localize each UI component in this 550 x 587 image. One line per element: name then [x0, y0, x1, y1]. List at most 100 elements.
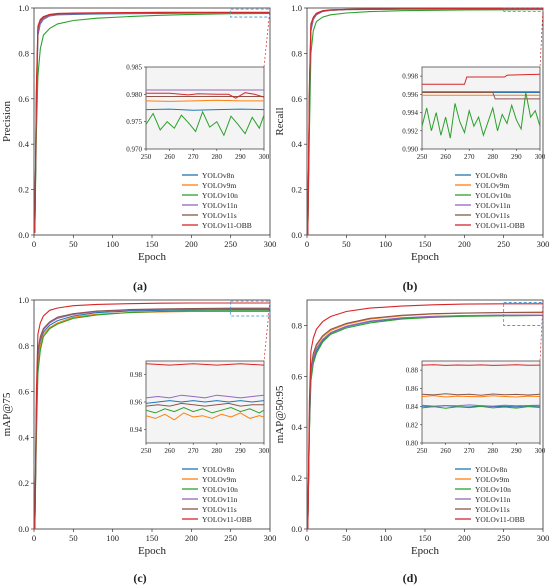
- legend-label-YOLOv11n: YOLOv11n: [475, 201, 511, 210]
- inset-x-tick-label: 260: [164, 447, 175, 455]
- inset-series-line-YOLOv11s: [422, 393, 540, 396]
- legend-label-YOLOv10n: YOLOv10n: [475, 191, 511, 200]
- inset-x-tick-label: 300: [259, 447, 270, 455]
- legend: YOLOv8nYOLOv9mYOLOv10nYOLOv11nYOLOv11sYO…: [455, 171, 525, 230]
- panel-label: (b): [403, 279, 418, 293]
- y-tick-label: 0.4: [291, 422, 302, 432]
- inset-x-tick-label: 270: [464, 153, 475, 161]
- legend-label-YOLOv9m: YOLOv9m: [475, 475, 509, 484]
- inset-x-tick-label: 260: [164, 153, 175, 161]
- inset-x-tick-label: 260: [440, 447, 451, 455]
- y-tick-label: 0.4: [291, 139, 302, 149]
- legend-label-YOLOv9m: YOLOv9m: [475, 181, 509, 190]
- inset-x-tick-label: 250: [417, 153, 428, 161]
- x-tick-label: 100: [379, 239, 392, 249]
- inset: 250 260 270 280 290 300 0.80 0.82 0.84 0.86 0.88: [406, 360, 546, 455]
- x-tick-label: 150: [146, 239, 159, 249]
- y-tick-label: 0.6: [291, 94, 302, 104]
- inset-x-tick-label: 290: [511, 153, 522, 161]
- y-tick-label: 0.2: [18, 478, 29, 488]
- inset-series-line-YOLOv10n: [146, 406, 264, 414]
- inset-y-tick-label: 0.96: [130, 399, 143, 407]
- inset-x-tick-label: 250: [141, 153, 152, 161]
- series-line-YOLOv10n: [307, 9, 543, 235]
- inset-series-line-YOLOv11-OBB: [146, 92, 264, 99]
- series-group: [34, 302, 270, 529]
- inset-y-tick-label: 0.992: [402, 127, 418, 135]
- x-tick-label: 250: [224, 533, 237, 543]
- series-line-YOLOv10n: [34, 12, 270, 233]
- panel-label: (d): [403, 571, 418, 585]
- inset-y-tick-label: 0.980: [126, 91, 142, 99]
- legend-label-YOLOv9m: YOLOv9m: [202, 475, 236, 484]
- inset-series-group: [422, 73, 540, 139]
- x-tick-label: 150: [419, 239, 432, 249]
- y-tick-label: 0.0: [18, 230, 29, 240]
- y-tick-label: 0.2: [291, 185, 302, 195]
- legend-label-YOLOv11s: YOLOv11s: [202, 505, 237, 514]
- inset-x-tick-label: 290: [511, 447, 522, 455]
- inset-series-line-YOLOv11-OBB: [146, 363, 264, 366]
- y-tick-label: 0.8: [18, 48, 29, 58]
- x-tick-label: 300: [264, 239, 277, 249]
- series-line-YOLOv11s: [307, 311, 543, 529]
- y-tick-label: 0.8: [291, 320, 302, 330]
- series-group: [307, 8, 543, 235]
- inset-x-tick-label: 270: [464, 447, 475, 455]
- series-group: [34, 11, 270, 233]
- panel-4: 0 50 100 150 200 250 300 0.0 0.2 0.4 0.6 0.8 Epoch mA…: [274, 299, 550, 585]
- inset-y-tick-label: 0.970: [126, 146, 142, 154]
- x-tick-label: 150: [419, 533, 432, 543]
- x-tick-label: 300: [264, 533, 277, 543]
- inset-y-tick-label: 0.82: [406, 421, 419, 429]
- y-tick-label: 1.0: [18, 295, 29, 305]
- panel-1: 0 50 100 150 200 250 300 0.0 0.2 0.4 0.6 0.8 1.0 Epoc…: [1, 3, 276, 293]
- x-tick-label: 300: [537, 239, 550, 249]
- inset-x-tick-label: 300: [259, 153, 270, 161]
- x-tick-label: 300: [537, 533, 550, 543]
- legend-label-YOLOv11n: YOLOv11n: [475, 495, 511, 504]
- x-tick-label: 100: [106, 533, 119, 543]
- inset-y-tick-label: 0.94: [130, 426, 143, 434]
- zoom-region-box: [503, 302, 544, 326]
- inset-x-tick-label: 250: [141, 447, 152, 455]
- inset-y-tick-label: 0.985: [126, 64, 142, 72]
- inset-series-line-YOLOv10n: [422, 405, 540, 409]
- inset: 250 260 270 280 290 300 0.970 0.975 0.980 0.985: [126, 64, 270, 162]
- inset-x-tick-label: 270: [188, 447, 199, 455]
- x-axis-label: Epoch: [138, 545, 167, 557]
- inset-x-tick-label: 300: [535, 153, 546, 161]
- inset-y-tick-label: 0.84: [406, 403, 419, 411]
- zoom-connector: [539, 7, 544, 68]
- inset-x-tick-label: 270: [188, 153, 199, 161]
- inset-series-line-YOLOv8n: [146, 400, 264, 404]
- legend: YOLOv8nYOLOv9mYOLOv10nYOLOv11nYOLOv11sYO…: [455, 465, 525, 524]
- legend-label-YOLOv9m: YOLOv9m: [202, 181, 236, 190]
- x-tick-label: 200: [458, 533, 471, 543]
- legend-label-YOLOv11-OBB: YOLOv11-OBB: [475, 515, 525, 524]
- x-tick-label: 100: [106, 239, 119, 249]
- x-tick-label: 0: [305, 239, 309, 249]
- x-tick-label: 200: [185, 533, 198, 543]
- inset-series-line-YOLOv8n: [146, 108, 264, 111]
- x-tick-label: 0: [32, 533, 36, 543]
- legend-label-YOLOv11n: YOLOv11n: [202, 495, 238, 504]
- inset-x-tick-label: 280: [212, 153, 223, 161]
- y-tick-label: 0.4: [18, 432, 29, 442]
- zoom-connector: [263, 9, 271, 68]
- y-tick-label: 0.8: [18, 341, 29, 351]
- panel-2: 0 50 100 150 200 250 300 0.0 0.2 0.4 0.6 0.8 1.0 Epoc…: [274, 3, 549, 293]
- x-tick-label: 0: [305, 533, 309, 543]
- panel-3: 0 50 100 150 200 250 300 0.0 0.2 0.4 0.6 0.8 1.0 Epoc…: [1, 295, 276, 585]
- legend-label-YOLOv8n: YOLOv8n: [202, 465, 234, 474]
- inset-series-group: [422, 364, 540, 409]
- zoom-connector: [539, 302, 544, 362]
- series-line-YOLOv11s: [34, 307, 270, 529]
- legend: YOLOv8nYOLOv9mYOLOv10nYOLOv11nYOLOv11sYO…: [182, 465, 252, 524]
- legend-label-YOLOv11-OBB: YOLOv11-OBB: [202, 221, 252, 230]
- legend-label-YOLOv10n: YOLOv10n: [202, 191, 238, 200]
- y-tick-label: 0.0: [291, 230, 302, 240]
- legend-label-YOLOv11-OBB: YOLOv11-OBB: [202, 515, 252, 524]
- inset: 250 260 270 280 290 300 0.94 0.96 0.98: [130, 360, 270, 455]
